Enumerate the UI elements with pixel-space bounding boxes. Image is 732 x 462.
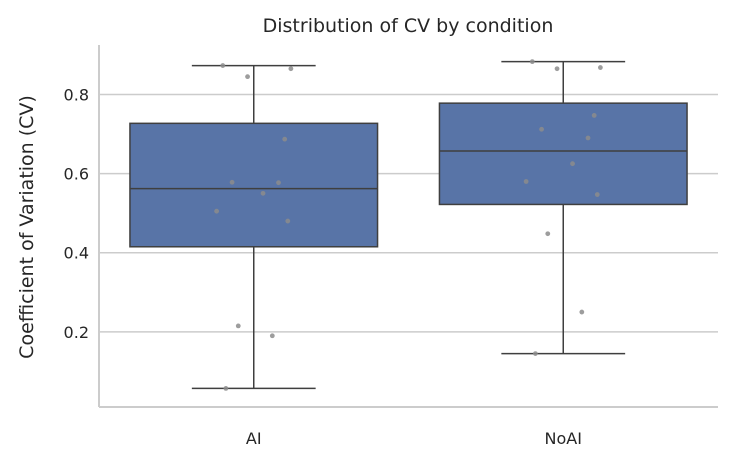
data-point (235, 323, 241, 329)
data-point (220, 63, 226, 68)
data-point (229, 179, 235, 185)
data-points (214, 59, 603, 391)
box-group-ai (129, 64, 379, 390)
y-tick-label: 0.2 (64, 323, 89, 342)
box-iqr (129, 122, 379, 248)
data-point (539, 126, 544, 132)
data-point (276, 180, 281, 186)
data-point (529, 59, 535, 65)
chart-title: Distribution of CV by condition (263, 15, 554, 37)
data-point (570, 161, 575, 167)
data-point (591, 113, 597, 118)
data-point (579, 309, 585, 315)
data-point (282, 136, 288, 142)
data-point (288, 66, 294, 72)
box-iqr (438, 102, 688, 206)
data-point (269, 333, 275, 339)
data-point (285, 218, 291, 224)
x-tick-labels: AI NoAI (246, 429, 582, 448)
y-tick-label: 0.8 (64, 85, 89, 104)
data-point (523, 179, 529, 184)
data-point (532, 351, 538, 356)
data-point (554, 66, 560, 72)
x-tick-label: NoAI (545, 429, 582, 448)
box-group-noai (438, 60, 688, 355)
data-point (260, 190, 266, 196)
data-point (245, 74, 250, 80)
data-point (223, 386, 229, 391)
boxes (129, 60, 688, 390)
y-axis-label: Coefficient of Variation (CV) (16, 95, 38, 359)
x-tick-label: AI (246, 429, 262, 448)
data-point (594, 192, 600, 197)
data-point (585, 135, 591, 141)
data-point (597, 65, 603, 70)
data-point (545, 231, 551, 237)
data-point (214, 208, 220, 214)
y-tick-label: 0.6 (64, 165, 89, 184)
y-tick-label: 0.4 (64, 244, 89, 263)
y-tick-labels: 0.2 0.4 0.6 0.8 (64, 85, 89, 341)
